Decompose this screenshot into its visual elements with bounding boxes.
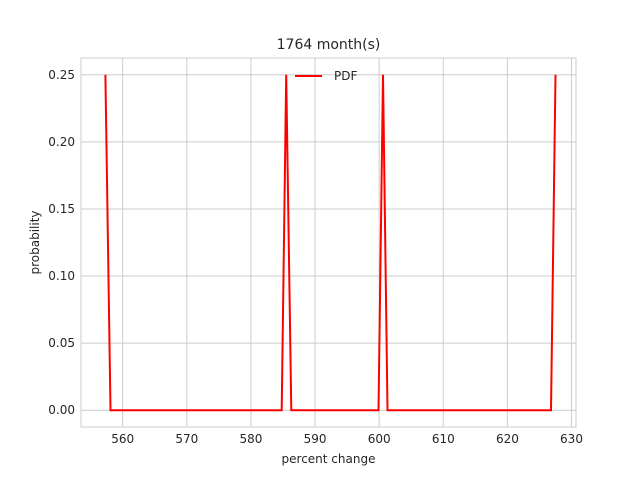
plot-frame — [80, 57, 577, 428]
y-axis-label: probability — [28, 210, 42, 274]
x-tick-label: 560 — [111, 432, 134, 446]
legend: PDF — [295, 69, 357, 83]
x-tick-label: 570 — [175, 432, 198, 446]
x-tick-label: 610 — [432, 432, 455, 446]
x-tick-label: 630 — [560, 432, 583, 446]
tick-labels: 560 570 580 590 600 610 620 630 0.00 0.05 0.10 0.15… — [48, 68, 583, 446]
y-tick-label: 0.10 — [48, 269, 75, 283]
x-tick-label: 620 — [496, 432, 519, 446]
x-axis-label: percent change — [282, 452, 376, 466]
y-tick-label: 0.25 — [48, 68, 75, 82]
x-tick-label: 600 — [368, 432, 391, 446]
x-tick-label: 580 — [239, 432, 262, 446]
y-tick-label: 0.20 — [48, 135, 75, 149]
series-layer — [104, 74, 557, 412]
legend-label-pdf: PDF — [334, 69, 357, 83]
chart-title: 1764 month(s) — [277, 37, 381, 53]
y-tick-label: 0.05 — [48, 336, 75, 350]
y-tick-label: 0.15 — [48, 202, 75, 216]
grid — [81, 58, 576, 427]
series-line-pdf — [104, 74, 557, 412]
y-tick-label: 0.00 — [48, 403, 75, 417]
x-tick-label: 590 — [304, 432, 327, 446]
